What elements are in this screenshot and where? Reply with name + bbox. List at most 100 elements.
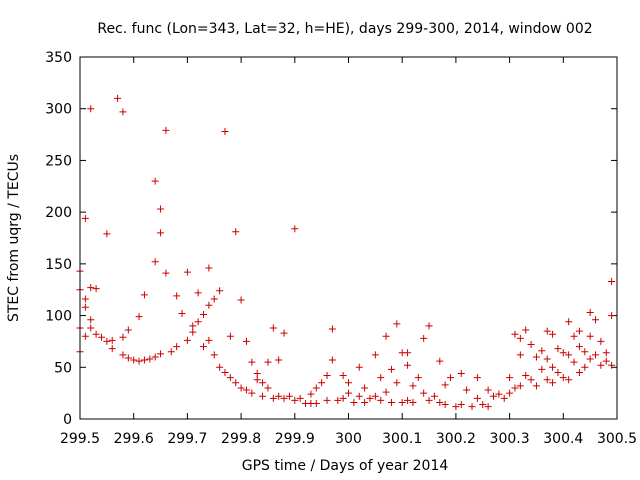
data-point (140, 356, 148, 364)
data-point (549, 330, 557, 338)
data-point (608, 361, 616, 369)
data-point (135, 313, 143, 321)
data-point (253, 369, 261, 377)
x-axis-label: GPS time / Days of year 2014 (242, 458, 449, 474)
data-point (570, 332, 578, 340)
data-point (237, 296, 245, 304)
x-tick-label: 300.2 (436, 431, 476, 447)
data-point (194, 289, 202, 297)
data-point (592, 351, 600, 359)
data-point (581, 363, 589, 371)
data-point (157, 350, 165, 358)
x-tick-label: 300.1 (382, 431, 422, 447)
data-point (409, 382, 417, 390)
data-point (318, 379, 326, 387)
x-tick-label: 300.5 (597, 431, 637, 447)
data-point (549, 379, 557, 387)
data-point (339, 372, 347, 380)
data-point (221, 127, 229, 135)
x-tick-label: 299.9 (275, 431, 315, 447)
data-point (81, 214, 89, 222)
data-point (269, 394, 277, 402)
data-point (285, 392, 293, 400)
data-point (259, 392, 267, 400)
data-point (425, 322, 433, 330)
data-point (345, 379, 352, 387)
data-point (264, 358, 272, 366)
data-point (253, 376, 261, 384)
data-point (108, 336, 116, 344)
x-tick-label: 300.4 (543, 431, 583, 447)
data-point (559, 349, 567, 357)
data-point (409, 398, 417, 406)
data-point (500, 394, 508, 402)
data-point (565, 351, 573, 359)
data-point (565, 376, 573, 384)
data-point (173, 343, 181, 351)
y-axis-ticks: 0 50 100 150 200 250 300 350 (45, 50, 617, 428)
x-axis-ticks: 299.5 299.6 299.7 299.8 299.9 300 300.1 300.2 30… (60, 57, 637, 447)
data-point (157, 205, 165, 213)
data-point (339, 394, 347, 402)
data-point (140, 291, 148, 299)
data-point (489, 392, 497, 400)
data-point (328, 325, 336, 333)
data-point (151, 177, 159, 185)
data-point (87, 316, 95, 324)
data-point (506, 389, 514, 397)
data-point (355, 392, 363, 400)
data-point (377, 396, 385, 404)
data-point (398, 398, 406, 406)
data-point (216, 363, 224, 371)
data-point (242, 337, 250, 345)
data-point (516, 382, 524, 390)
data-point (205, 264, 213, 272)
data-point (441, 381, 449, 389)
data-point (216, 287, 224, 295)
data-point (259, 379, 267, 387)
data-point (130, 356, 138, 364)
data-point (532, 382, 540, 390)
data-point (87, 284, 95, 292)
data-point (114, 94, 122, 102)
data-point (484, 386, 492, 394)
data-point (608, 312, 616, 320)
data-point (441, 401, 449, 409)
x-tick-label: 299.8 (221, 431, 261, 447)
data-point (597, 361, 605, 369)
y-tick-label: 50 (54, 360, 72, 376)
data-point (447, 374, 455, 382)
data-point (103, 230, 111, 238)
data-point (371, 351, 379, 359)
data-point (361, 384, 369, 392)
data-point (586, 308, 594, 316)
data-point (124, 354, 132, 362)
data-point (414, 374, 422, 382)
data-point (554, 345, 562, 353)
data-point (81, 303, 89, 311)
data-point (554, 368, 562, 376)
data-point (178, 310, 186, 318)
plot-frame (79, 56, 618, 420)
data-point (103, 337, 111, 345)
data-point (543, 355, 551, 363)
data-point (404, 396, 412, 404)
data-point (334, 396, 342, 404)
data-point (205, 336, 213, 344)
y-tick-label: 300 (45, 102, 72, 118)
data-point (511, 330, 519, 338)
data-point (200, 343, 208, 351)
data-point (323, 396, 331, 404)
data-point (92, 285, 100, 293)
data-point (586, 332, 594, 340)
chart-title: Rec. func (Lon=343, Lat=32, h=HE), days … (97, 21, 592, 37)
y-tick-label: 200 (45, 205, 72, 221)
data-point (162, 269, 170, 277)
data-point (516, 351, 524, 359)
data-point (559, 374, 567, 382)
data-point (275, 392, 283, 400)
y-axis-label: STEC from uqrg / TECUs (6, 154, 22, 322)
data-point (575, 343, 583, 351)
data-point (602, 357, 610, 365)
